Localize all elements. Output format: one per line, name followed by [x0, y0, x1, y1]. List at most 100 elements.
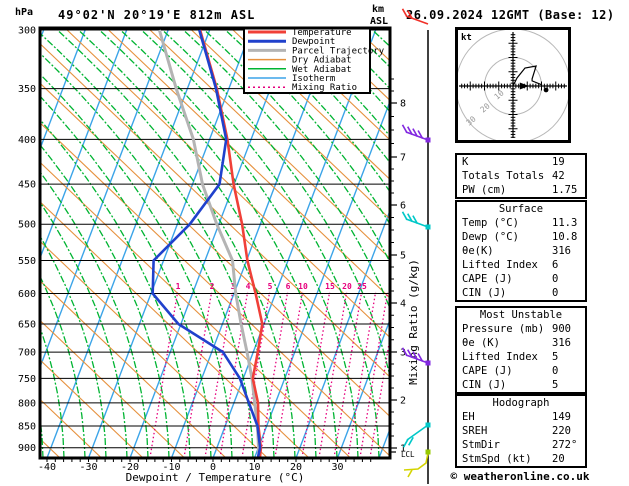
stat-label: StmDir [462, 439, 500, 451]
km-tick-label: 6 [400, 201, 406, 212]
wind-barb [401, 124, 431, 143]
stat-label: θe(K) [462, 245, 494, 257]
mixing-ratio-line [259, 291, 289, 457]
mixing-ratio-line [149, 291, 179, 457]
isotherm-line [295, 211, 389, 457]
legend-label: Isotherm [292, 74, 335, 84]
stat-row: CAPE (J) 0 [457, 364, 585, 378]
pressure-tick-label: 800 [18, 398, 36, 409]
stat-row: StmDir 272° [457, 438, 585, 452]
dry-adiabat-line [148, 29, 389, 259]
wind-barb-dot [425, 449, 431, 455]
mixing-ratio-line [204, 291, 234, 457]
stat-value: 5 [552, 379, 559, 391]
hodo-border [455, 27, 571, 143]
stat-value: 0 [552, 273, 559, 285]
isotherm-line [212, 29, 377, 457]
legend-label: Dry Adiabat [292, 56, 352, 66]
stat-value: 19 [552, 156, 565, 168]
pressure-tick-label: 300 [18, 26, 36, 37]
pressure-tick-label: 900 [18, 443, 36, 454]
wind-barb [401, 211, 431, 230]
stat-box: Most Unstable Pressure (mb) 900 θe (K) 316 Li… [455, 306, 587, 394]
dry-adiabat-line [189, 29, 389, 219]
dewpoint-curve [151, 29, 262, 457]
stat-row: Temp (°C) 11.3 [457, 216, 585, 230]
wet-adiabat-line [41, 145, 170, 457]
stat-label: Temp (°C) [462, 217, 519, 229]
temp-axis-title: Dewpoint / Temperature (°C) [126, 471, 305, 484]
stat-row: Lifted Index 5 [457, 350, 585, 364]
dry-adiabat-line [41, 162, 351, 457]
parcel-trajectory-curve [157, 29, 261, 457]
mixing-ratio-value: 5 [268, 282, 273, 291]
km-tick-label: 8 [400, 99, 406, 110]
pressure-tick-label: 850 [18, 421, 36, 432]
wind-barb [401, 347, 431, 366]
stat-value: 272° [552, 439, 578, 451]
isotherm-line [41, 29, 87, 149]
stat-label: PW (cm) [462, 184, 507, 196]
dry-adiabat-line [106, 29, 389, 298]
wet-adiabat-line [202, 29, 389, 262]
stat-value: 316 [552, 337, 571, 349]
wet-adiabat-line [244, 29, 389, 192]
pressure-unit-label: hPa [15, 7, 33, 18]
stat-box: Surface Temp (°C) 11.3 Dewp (°C) 10.8 θe(K) 31… [455, 200, 587, 302]
dry-adiabat-line [41, 43, 389, 377]
dry-adiabat-line [231, 29, 389, 180]
stat-box-title: Most Unstable [479, 309, 563, 321]
stat-value: 42 [552, 170, 565, 182]
wet-adiabat-line [41, 172, 149, 457]
stat-label: CAPE (J) [462, 273, 513, 285]
stat-value: 5 [552, 351, 559, 363]
isotherm-line [46, 29, 211, 457]
temperature-curve [198, 29, 264, 457]
stat-row: CIN (J) 0 [457, 286, 585, 300]
wet-adiabat-line [160, 29, 389, 376]
stat-label: StmSpd (kt) [462, 453, 532, 465]
legend-label: Mixing Ratio [292, 83, 357, 93]
stat-label: θe (K) [462, 337, 500, 349]
lcl-label: LCL [401, 450, 415, 459]
pressure-tick-label: 450 [18, 180, 36, 191]
isotherm-line [41, 29, 128, 258]
stat-box-title: Surface [498, 203, 544, 215]
mixing-ratio-line [183, 291, 213, 457]
pressure-tick-label: 350 [18, 84, 36, 95]
wind-barb [403, 449, 431, 478]
stat-row: EH 149 [457, 410, 585, 424]
wet-adiabat-line [41, 33, 275, 457]
wind-barb-dot [425, 360, 431, 366]
stat-row: K 19 [457, 155, 585, 169]
stat-row: SREH 220 [457, 424, 585, 438]
temp-tick-label: -20 [121, 462, 139, 473]
mixing-ratio-value: 2 [210, 282, 215, 291]
stat-label: K [462, 156, 469, 168]
wet-adiabat-line [286, 29, 389, 136]
stat-label: Lifted Index [462, 259, 538, 271]
dry-adiabat-line [41, 281, 226, 457]
stat-box: K 19 Totals Totals 42 PW (cm) 1.75 [455, 153, 587, 199]
stat-value: 220 [552, 425, 571, 437]
pressure-tick-label: 500 [18, 220, 36, 231]
wet-adiabat-line [55, 29, 296, 457]
pressure-tick-label: 550 [18, 256, 36, 267]
stat-row: θe(K) 316 [457, 244, 585, 258]
stat-label: Lifted Index [462, 351, 538, 363]
isotherm-line [41, 29, 170, 367]
wet-adiabat-line [76, 29, 317, 457]
stat-row: θe (K) 316 [457, 336, 585, 350]
wind-barb-dot [425, 137, 431, 143]
km-tick-label: 7 [400, 153, 406, 164]
km-tick-label: 4 [400, 299, 406, 310]
stat-label: Totals Totals [462, 170, 545, 182]
mixing-ratio-line [219, 291, 249, 457]
km-tick-label: 3 [400, 348, 406, 359]
wet-adiabat-line [139, 29, 380, 457]
hodo-trace [512, 65, 543, 87]
mixing-ratio-line [274, 291, 304, 457]
